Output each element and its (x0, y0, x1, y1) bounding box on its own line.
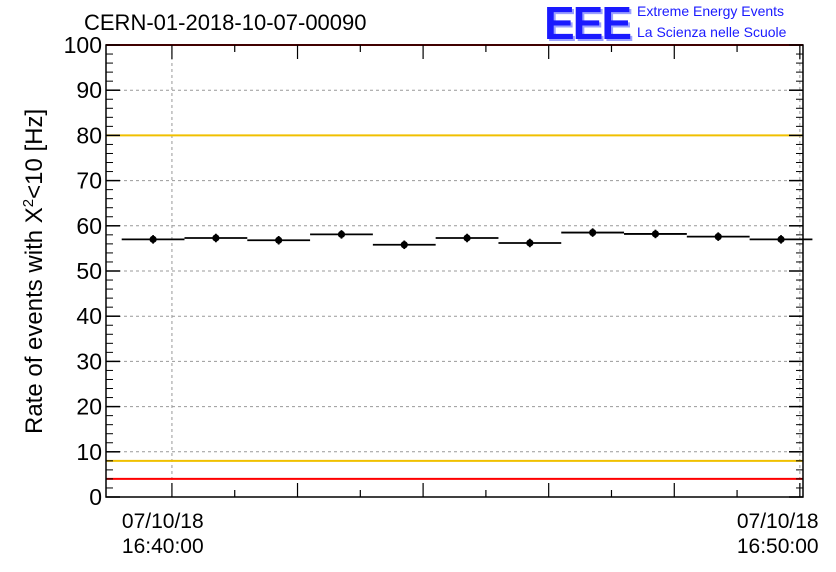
logo-line-2: La Scienza nelle Scuole (637, 24, 787, 40)
chart-title: CERN-01-2018-10-07-00090 (84, 10, 367, 35)
y-tick-label: 10 (76, 439, 102, 465)
data-point (589, 228, 597, 237)
data-point (149, 235, 157, 243)
logo-line-1: Extreme Energy Events (637, 3, 785, 19)
y-axis-label-main: Rate of events with X (21, 206, 48, 434)
y-tick-label: 100 (64, 32, 102, 58)
data-point (526, 239, 534, 247)
x-tick-label: 07/10/18 16:40:00 (122, 509, 204, 559)
y-tick-label: 60 (76, 213, 102, 239)
y-axis-label: Rate of events with X2<10 [Hz] (20, 108, 49, 433)
data-point (777, 235, 785, 243)
y-tick-label: 90 (76, 77, 102, 103)
data-point (212, 234, 220, 242)
data-point (400, 241, 408, 249)
data-point (275, 236, 283, 244)
x-tick-time: 16:40:00 (121, 535, 204, 558)
grid-lines (106, 45, 803, 497)
y-tick-label: 30 (76, 348, 102, 374)
y-tick-label: 80 (76, 122, 102, 148)
y-tick-label: 50 (76, 258, 102, 284)
y-tick-label: 40 (76, 303, 102, 329)
y-axis-label-tail: <10 [Hz] (21, 108, 48, 199)
axis-ticks (106, 44, 803, 498)
data-point (337, 230, 346, 238)
reference-lines (106, 44, 803, 480)
x-tick-label: 07/10/18 16:50:00 (737, 509, 819, 559)
y-tick-label: 20 (76, 394, 102, 420)
y-axis-label-superscript: 2 (20, 198, 37, 207)
x-tick-date: 07/10/18 (121, 510, 204, 533)
eee-logo-mark: EEE (544, 0, 632, 49)
y-tick-label: 0 (89, 484, 102, 510)
data-point (463, 234, 471, 242)
data-point (714, 233, 722, 241)
y-tick-label: 70 (76, 168, 102, 194)
data-points (121, 228, 813, 250)
x-tick-date: 07/10/18 (736, 510, 819, 533)
data-point (651, 230, 660, 238)
x-tick-time: 16:50:00 (736, 535, 819, 558)
